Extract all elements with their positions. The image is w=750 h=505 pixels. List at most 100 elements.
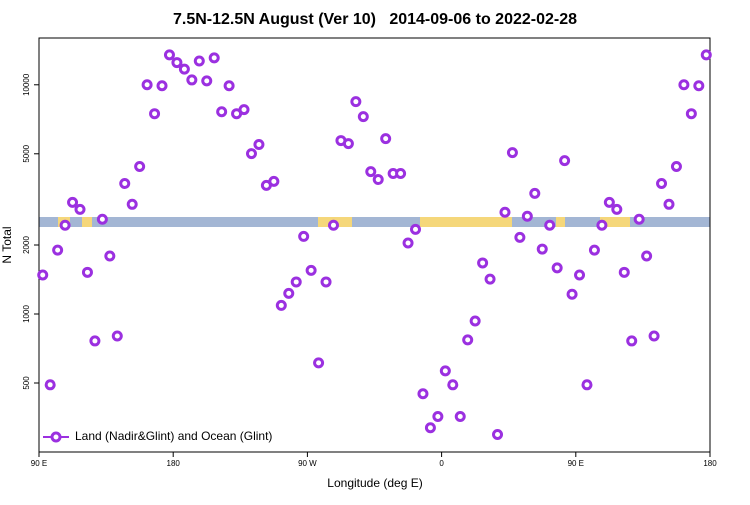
point — [52, 244, 64, 256]
point — [342, 138, 354, 150]
series — [37, 49, 712, 441]
point — [186, 74, 198, 86]
point — [119, 177, 131, 189]
y-axis-label: N Total — [0, 226, 14, 263]
point — [156, 80, 168, 92]
point — [395, 168, 407, 180]
point — [462, 334, 474, 346]
point — [536, 243, 548, 255]
point — [559, 155, 571, 167]
chart-title: 7.5N-12.5N August (Ver 10) 2014-09-06 to… — [173, 11, 577, 28]
point — [171, 57, 183, 69]
x-tick-label: 90 W — [298, 459, 317, 468]
point — [372, 174, 384, 186]
point — [484, 273, 496, 285]
point — [447, 379, 459, 391]
x-tick-label: 180 — [167, 459, 181, 468]
point — [298, 230, 310, 242]
point — [357, 111, 369, 123]
point — [499, 206, 511, 218]
point — [402, 237, 414, 249]
plot-frame — [38, 37, 711, 453]
point — [663, 198, 675, 210]
point — [320, 276, 332, 288]
point — [380, 133, 392, 145]
point — [67, 196, 79, 208]
point — [89, 335, 101, 347]
point — [693, 80, 705, 92]
x-tick-label: 0 — [439, 459, 444, 468]
point — [208, 52, 220, 64]
point — [700, 49, 712, 61]
point — [544, 219, 556, 231]
point — [581, 379, 593, 391]
point — [283, 287, 295, 299]
point — [678, 79, 690, 91]
point — [290, 276, 302, 288]
ocean-band — [39, 217, 710, 227]
point — [238, 104, 250, 116]
point — [59, 219, 71, 231]
point — [253, 138, 265, 150]
point — [149, 108, 161, 120]
point — [596, 219, 608, 231]
point — [454, 411, 466, 423]
y-tick-label: 5000 — [22, 144, 31, 162]
point — [477, 257, 489, 269]
land-band — [600, 217, 630, 227]
point — [633, 213, 645, 225]
x-tick-label: 90 E — [31, 459, 47, 468]
point — [44, 379, 56, 391]
x-tick-label: 90 E — [568, 459, 584, 468]
point — [417, 388, 429, 400]
y-tick-label: 2000 — [22, 236, 31, 254]
point — [648, 330, 660, 342]
point — [492, 429, 504, 441]
point — [469, 315, 481, 327]
point — [611, 203, 623, 215]
land-ocean-band — [39, 217, 710, 227]
point — [506, 147, 518, 159]
point — [201, 75, 213, 87]
land-band — [420, 217, 512, 227]
point — [37, 269, 49, 281]
point — [305, 264, 317, 276]
point — [641, 250, 653, 262]
point — [551, 262, 563, 274]
y-tick-label: 1000 — [22, 305, 31, 323]
point — [245, 148, 257, 160]
point — [618, 266, 630, 278]
point — [126, 198, 138, 210]
point — [514, 231, 526, 243]
y-tick-label: 10000 — [22, 73, 31, 96]
point — [313, 357, 325, 369]
point — [74, 203, 86, 215]
point — [134, 161, 146, 173]
point — [432, 411, 444, 423]
point — [223, 80, 235, 92]
point — [141, 79, 153, 91]
point — [566, 288, 578, 300]
x-tick-label: 180 — [703, 459, 717, 468]
point — [81, 266, 93, 278]
point — [163, 49, 175, 61]
point — [521, 210, 533, 222]
point — [111, 330, 123, 342]
point — [365, 166, 377, 178]
point — [656, 177, 668, 189]
y-tick-label: 500 — [22, 376, 31, 390]
point — [104, 250, 116, 262]
x-axis-label: Longitude (deg E) — [327, 476, 422, 490]
point — [529, 187, 541, 199]
point — [603, 196, 615, 208]
point — [670, 161, 682, 173]
point — [588, 244, 600, 256]
legend-marker — [50, 431, 62, 443]
point — [350, 96, 362, 108]
point — [268, 175, 280, 187]
point — [275, 299, 287, 311]
point — [424, 422, 436, 434]
legend: Land (Nadir&Glint) and Ocean (Glint) — [43, 429, 272, 443]
point — [439, 365, 451, 377]
